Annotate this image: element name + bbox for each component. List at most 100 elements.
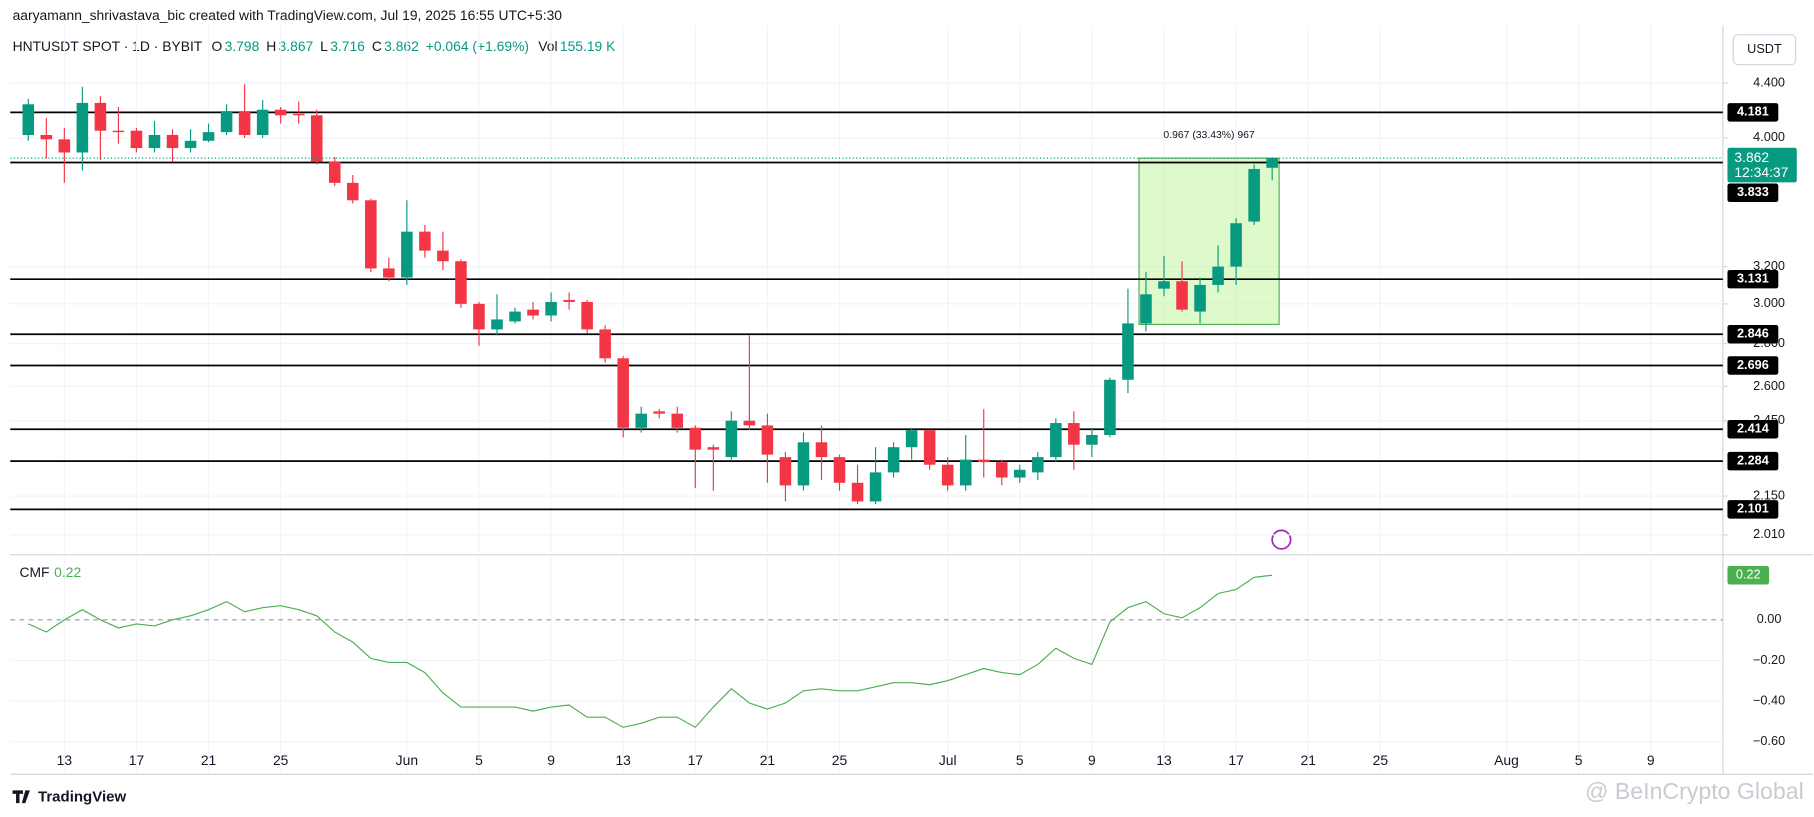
candle-body	[328, 161, 341, 183]
candle-body	[689, 427, 702, 450]
ohlc-key: L	[320, 38, 328, 54]
candle-body	[437, 250, 449, 262]
indicator-value: 0.22	[54, 564, 81, 580]
candle-body	[148, 135, 161, 149]
x-tick-label: 5	[1575, 752, 1583, 768]
candle-body	[1050, 423, 1062, 458]
candle-body	[1158, 281, 1170, 289]
candle-body	[1230, 223, 1242, 267]
candle-body	[617, 358, 629, 428]
x-tick-label: 9	[547, 752, 555, 768]
candle-body	[347, 182, 359, 201]
x-tick-label: 25	[832, 752, 848, 768]
price-label-box	[1727, 147, 1797, 183]
x-tick-label: Aug	[1494, 752, 1519, 768]
level-label-box	[1727, 103, 1779, 122]
candle-body	[401, 231, 413, 278]
candle-body	[274, 109, 287, 116]
candle-body	[40, 135, 53, 140]
indicator-label: 0.22	[1736, 567, 1761, 582]
x-tick-label: 17	[1228, 752, 1244, 768]
level-label: 2.284	[1737, 453, 1769, 468]
ohlc-key: C	[372, 38, 382, 54]
candle-body	[815, 442, 828, 458]
y-tick-label: 2.150	[1753, 487, 1785, 502]
x-tick-label: 21	[760, 752, 776, 768]
level-label: 3.833	[1737, 184, 1769, 199]
candle-body	[256, 109, 269, 136]
y-tick-label: −0.60	[1753, 733, 1785, 748]
candle-body	[383, 268, 395, 278]
candle-body	[1194, 284, 1206, 312]
x-tick-label: 17	[129, 752, 145, 768]
x-tick-label: 21	[1301, 752, 1317, 768]
level-label-box	[1727, 325, 1779, 344]
tv-logo	[12, 790, 30, 804]
candle-body	[869, 472, 882, 502]
x-tick-label: 13	[1156, 752, 1172, 768]
currency[interactable]: USDT	[1747, 41, 1782, 56]
level-label-box	[1727, 500, 1779, 519]
level-label-box	[1727, 451, 1779, 471]
candle-body	[671, 413, 684, 428]
x-tick-label: 13	[57, 752, 73, 768]
candle-body	[797, 442, 810, 486]
candle-body	[977, 459, 990, 463]
candle-body	[707, 447, 720, 450]
candle-body	[527, 309, 539, 316]
y-tick-label: −0.40	[1753, 692, 1785, 707]
candle-body	[22, 104, 35, 136]
candle-body	[130, 130, 143, 149]
candle-body	[220, 111, 233, 133]
candle-body	[959, 459, 972, 486]
candle-body	[419, 231, 431, 251]
candle-body	[635, 413, 647, 428]
candle-body	[599, 329, 611, 359]
candle-body	[1086, 434, 1098, 445]
candle-body	[923, 430, 936, 465]
x-tick-label: 13	[615, 752, 631, 768]
candle-body	[184, 140, 197, 149]
candle-body	[112, 130, 125, 133]
candle-body	[1032, 457, 1044, 473]
countdown: 12:34:37	[1734, 164, 1788, 180]
y-tick-label: 4.400	[1753, 74, 1785, 89]
x-tick-label: Jun	[396, 752, 418, 768]
level-label: 2.846	[1737, 326, 1769, 341]
currency-button[interactable]	[1732, 34, 1797, 66]
candle-body	[941, 464, 954, 486]
candle-body	[905, 430, 918, 448]
ohlc-key: H	[266, 38, 276, 54]
y-tick-label: 3.200	[1753, 258, 1785, 273]
candle-body	[94, 102, 107, 131]
symbol: HNTUSDT SPOT · 1D · BYBIT	[13, 38, 203, 54]
candle-body	[1248, 168, 1260, 222]
event-icon[interactable]	[1271, 529, 1292, 550]
candle-body	[455, 261, 467, 304]
y-tick-label: 2.010	[1753, 526, 1785, 541]
candle-body	[653, 411, 666, 414]
x-tick-label: Jul	[939, 752, 957, 768]
candle-body	[743, 420, 756, 426]
candle-body	[509, 311, 521, 322]
y-tick-label: 3.000	[1753, 295, 1785, 310]
change: +0.064 (+1.69%)	[426, 38, 529, 54]
candle-body	[1176, 281, 1188, 310]
ohlc-value: 3.716	[330, 38, 365, 54]
candle-body	[238, 111, 251, 136]
ohlc-value: 3.862	[384, 38, 419, 54]
candle-body	[473, 303, 485, 330]
level-label-box	[1727, 419, 1779, 439]
y-tick-label: 4.000	[1753, 129, 1785, 144]
candle-body	[310, 115, 323, 162]
x-tick-label: 5	[475, 752, 483, 768]
volume-key: Vol	[538, 38, 557, 54]
candle-body	[581, 301, 593, 330]
candle-body	[563, 300, 575, 302]
candle-body	[1122, 323, 1134, 380]
candle-body	[202, 132, 215, 141]
level-label: 2.414	[1737, 421, 1769, 436]
ohlc-value: 3.798	[225, 38, 260, 54]
